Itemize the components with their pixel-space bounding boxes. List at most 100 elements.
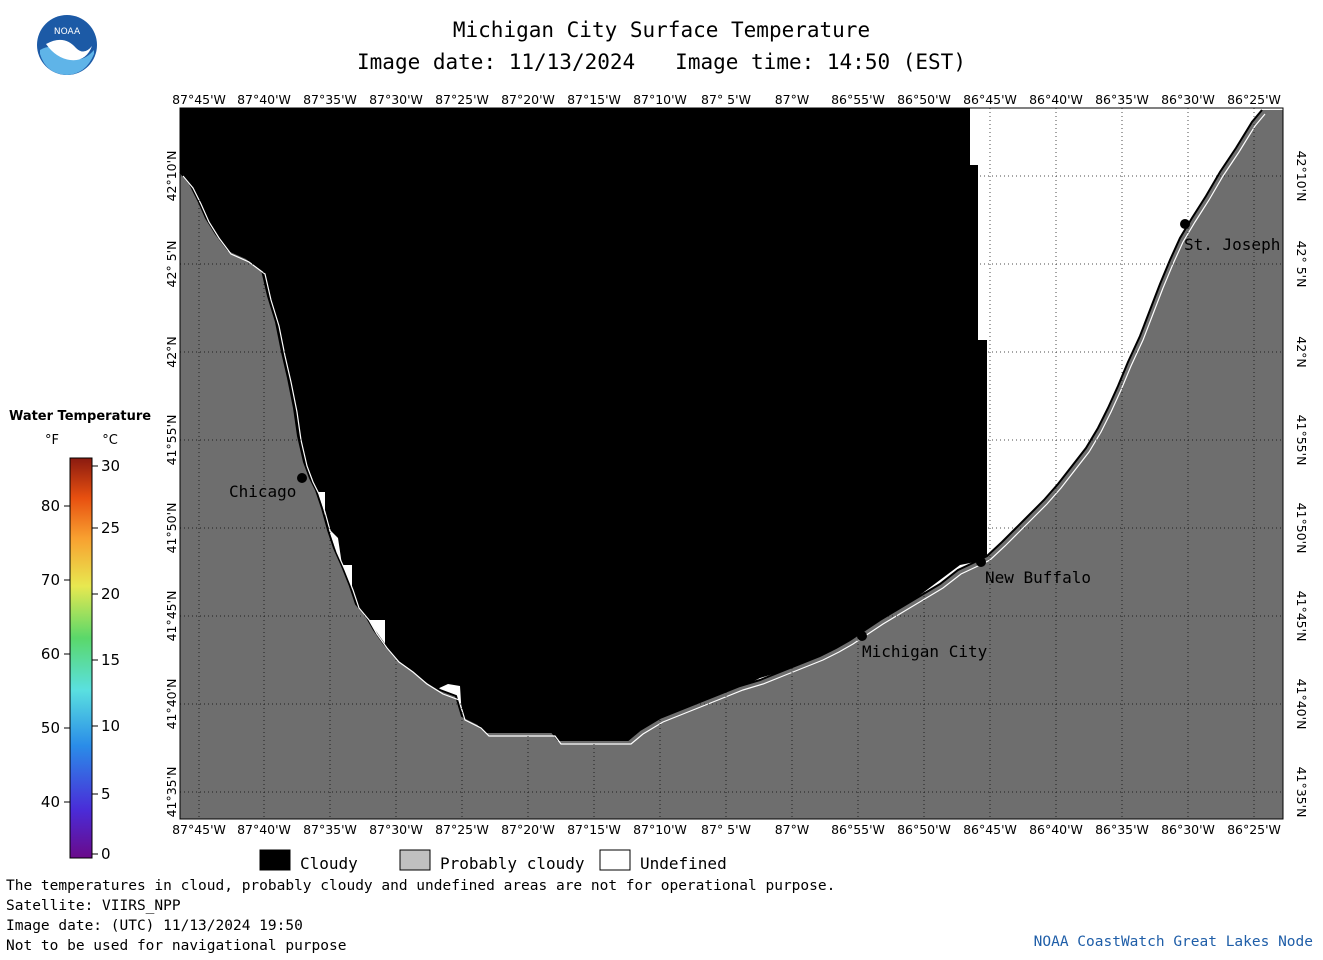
latitude-labels: 42°10'N 42°10'N 42° 5'N 42° 5'N 42°N 42°N 41°5…	[164, 151, 1309, 818]
lat-label-right: 41°40'N	[1294, 679, 1309, 730]
lat-label-left: 42° 5'N	[164, 241, 179, 288]
lon-label-top: 86°25'W	[1227, 92, 1281, 107]
legend-swatch	[399, 849, 431, 871]
colorbar-c-tick: 15	[101, 651, 120, 669]
map-frame	[179, 107, 1284, 820]
colorbar-c-tick: 10	[101, 717, 120, 735]
noaa-logo: NOAA	[37, 15, 97, 75]
lon-label-bottom: 87°25'W	[435, 822, 489, 837]
city-marker	[1180, 219, 1190, 229]
page-title: Michigan City Surface Temperature	[452, 18, 871, 42]
city-markers: Chicago St. Joseph New Buffalo Michigan Cit…	[229, 219, 1280, 661]
coastline	[179, 109, 1263, 741]
footer-utc-date: Image date: (UTC) 11/13/2024 19:50	[6, 918, 303, 934]
city-marker	[857, 631, 867, 641]
lat-label-left: 42°N	[164, 336, 179, 368]
colorbar-unit-c: °C	[102, 433, 118, 448]
lat-label-left: 42°10'N	[164, 151, 179, 202]
lon-label-top: 87°30'W	[369, 92, 423, 107]
lat-label-left: 41°55'N	[164, 415, 179, 466]
lon-label-top: 86°40'W	[1029, 92, 1083, 107]
lon-label-top: 87° 5'W	[701, 92, 751, 107]
legend-swatch	[259, 849, 291, 871]
lat-label-right: 42°N	[1294, 336, 1309, 368]
colorbar-f-tick: 80	[41, 497, 60, 515]
colorbar-f-tick: 40	[41, 793, 60, 811]
lon-label-top: 87°45'W	[172, 92, 226, 107]
lon-label-bottom: 86°25'W	[1227, 822, 1281, 837]
lat-label-right: 41°55'N	[1294, 415, 1309, 466]
lon-label-top: 87°10'W	[633, 92, 687, 107]
legend-label: Probably cloudy	[440, 854, 585, 873]
colorbar-f-tick: 60	[41, 645, 60, 663]
colorbar-f-tick: 50	[41, 719, 60, 737]
legend-swatch	[599, 849, 631, 871]
lat-label-left: 41°45'N	[164, 591, 179, 642]
lon-label-top: 87°20'W	[501, 92, 555, 107]
image-datetime: Image date: 11/13/2024 Image time: 14:50 …	[0, 50, 1323, 74]
lat-label-left: 41°35'N	[164, 767, 179, 818]
longitude-labels: 87°45'W 87°45'W 87°40'W 87°40'W 87°35'W 87°35…	[172, 92, 1281, 837]
logo-text: NOAA	[54, 27, 81, 37]
lat-label-right: 41°35'N	[1294, 767, 1309, 818]
lon-label-bottom: 87°30'W	[369, 822, 423, 837]
lat-label-left: 41°50'N	[164, 503, 179, 554]
colorbar-c-tick: 5	[101, 785, 111, 803]
lon-label-top: 86°35'W	[1095, 92, 1149, 107]
lon-label-bottom: 86°35'W	[1095, 822, 1149, 837]
cloudy-region	[180, 108, 987, 740]
lat-label-right: 41°50'N	[1294, 503, 1309, 554]
city-label: Chicago	[229, 482, 296, 501]
lat-label-right: 41°45'N	[1294, 591, 1309, 642]
lon-label-top: 87°15'W	[567, 92, 621, 107]
lon-label-bottom: 86°50'W	[897, 822, 951, 837]
city-label: St. Joseph	[1184, 235, 1280, 254]
city-label: New Buffalo	[985, 568, 1091, 587]
lat-label-right: 42°10'N	[1294, 151, 1309, 202]
colorbar-c-tick: 25	[101, 519, 120, 537]
lon-label-bottom: 86°45'W	[963, 822, 1017, 837]
lon-label-top: 87°25'W	[435, 92, 489, 107]
map-legend: Cloudy Probably cloudy Undefined	[259, 849, 727, 873]
image-time: Image time: 14:50 (EST)	[675, 50, 966, 74]
lon-label-bottom: 86°40'W	[1029, 822, 1083, 837]
lon-label-bottom: 87°35'W	[303, 822, 357, 837]
colorbar-c-tick: 0	[101, 845, 111, 863]
lon-label-bottom: 87°40'W	[237, 822, 291, 837]
lon-label-bottom: 87°W	[775, 822, 810, 837]
lat-label-right: 42° 5'N	[1294, 241, 1309, 288]
legend-label: Undefined	[640, 854, 727, 873]
colorbar-f-tick: 70	[41, 571, 60, 589]
land-region	[180, 110, 1283, 819]
credit-link[interactable]: NOAA CoastWatch Great Lakes Node	[1033, 934, 1313, 950]
lon-label-top: 86°30'W	[1161, 92, 1215, 107]
lon-label-bottom: 86°55'W	[831, 822, 885, 837]
lon-label-bottom: 87°20'W	[501, 822, 555, 837]
lon-label-bottom: 87°15'W	[567, 822, 621, 837]
lon-label-bottom: 87°45'W	[172, 822, 226, 837]
footer-disclaimer: Not to be used for navigational purpose	[6, 938, 347, 954]
city-label: Michigan City	[862, 642, 988, 661]
colorbar-unit-f: °F	[45, 433, 59, 448]
footer-satellite: Satellite: VIIRS_NPP	[6, 898, 181, 914]
lon-label-top: 86°50'W	[897, 92, 951, 107]
lon-label-top: 86°45'W	[963, 92, 1017, 107]
lon-label-top: 87°W	[775, 92, 810, 107]
lon-label-bottom: 87° 5'W	[701, 822, 751, 837]
city-marker	[976, 557, 986, 567]
lon-label-bottom: 86°30'W	[1161, 822, 1215, 837]
lat-label-left: 41°40'N	[164, 679, 179, 730]
image-date: Image date: 11/13/2024	[357, 50, 636, 74]
footer-note: The temperatures in cloud, probably clou…	[6, 878, 836, 894]
lon-label-top: 87°35'W	[303, 92, 357, 107]
colorbar-c-tick: 20	[101, 585, 120, 603]
lon-label-bottom: 87°10'W	[633, 822, 687, 837]
colorbar-c-tick: 30	[101, 457, 120, 475]
lon-label-top: 86°55'W	[831, 92, 885, 107]
legend-label: Cloudy	[300, 854, 358, 873]
graticule	[180, 108, 1283, 819]
colorbar	[69, 457, 93, 859]
city-marker	[297, 473, 307, 483]
